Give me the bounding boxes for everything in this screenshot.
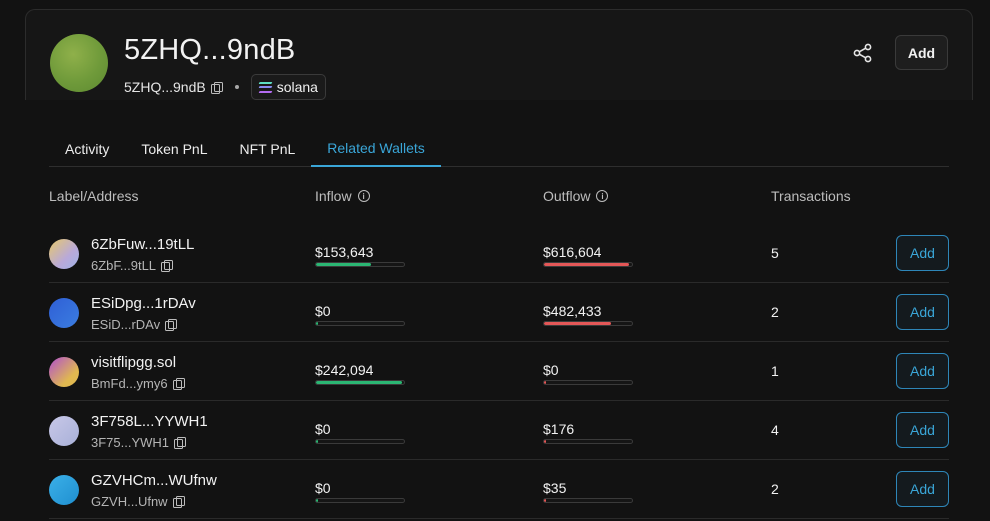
outflow-amount: $482,433: [543, 303, 602, 319]
wallet-short-address-row: 3F75...YWH1: [91, 435, 187, 450]
add-related-wallet-button[interactable]: Add: [896, 412, 949, 448]
inflow-amount: $0: [315, 421, 331, 437]
wallet-avatar: [49, 298, 79, 328]
share-icon[interactable]: [852, 42, 874, 64]
outflow-amount: $35: [543, 480, 567, 496]
table-row[interactable]: ESiDpg...1rDAv ESiD...rDAv $0 $482,433 2…: [49, 283, 949, 342]
inflow-amount: $242,094: [315, 362, 374, 378]
wallet-label[interactable]: GZVHCm...WUfnw: [91, 472, 217, 489]
tab-nft-pnl[interactable]: NFT PnL: [239, 141, 296, 157]
table-row[interactable]: 6ZbFuw...19tLL 6ZbF...9tLL $153,643 $616…: [49, 224, 949, 283]
transaction-count: 1: [771, 363, 779, 379]
separator-dot: [234, 85, 239, 89]
outflow-amount: $0: [543, 362, 559, 378]
transaction-count: 2: [771, 481, 779, 497]
inflow-bar-fill: [316, 440, 318, 443]
column-header-label: Label/Address: [49, 188, 139, 204]
outflow-bar: [543, 321, 633, 326]
outflow-bar: [543, 380, 633, 385]
inflow-bar: [315, 498, 405, 503]
inflow-bar: [315, 321, 405, 326]
add-related-wallet-button[interactable]: Add: [896, 471, 949, 507]
column-inflow-text: Inflow: [315, 188, 352, 204]
wallet-short-address-row: 6ZbF...9tLL: [91, 258, 174, 273]
wallet-short-address-row: BmFd...ymy6: [91, 376, 185, 391]
transaction-count: 5: [771, 245, 779, 261]
wallet-avatar: [50, 34, 108, 92]
add-related-wallet-button[interactable]: Add: [896, 353, 949, 389]
add-related-wallet-button[interactable]: Add: [896, 294, 949, 330]
column-outflow-text: Outflow: [543, 188, 591, 204]
wallet-short-address: BmFd...ymy6: [91, 376, 168, 391]
add-related-wallet-button[interactable]: Add: [896, 235, 949, 271]
inflow-bar: [315, 380, 405, 385]
copy-icon[interactable]: [174, 437, 187, 449]
wallet-label[interactable]: 3F758L...YYWH1: [91, 413, 208, 430]
chain-label: solana: [276, 79, 318, 95]
column-transactions-text: Transactions: [771, 188, 851, 204]
outflow-bar-fill: [544, 440, 546, 443]
wallet-short-address: 5ZHQ...9ndB: [124, 79, 206, 95]
chain-badge: solana: [250, 74, 326, 100]
inflow-amount: $0: [315, 480, 331, 496]
column-label-text: Label/Address: [49, 188, 139, 204]
outflow-bar: [543, 262, 633, 267]
inflow-amount: $153,643: [315, 244, 374, 260]
copy-icon[interactable]: [172, 378, 185, 390]
wallet-label[interactable]: ESiDpg...1rDAv: [91, 295, 196, 312]
inflow-bar: [315, 439, 405, 444]
column-header-outflow: Outflow i: [543, 188, 609, 204]
outflow-bar-fill: [544, 381, 546, 384]
outflow-bar-fill: [544, 322, 611, 325]
wallet-avatar: [49, 475, 79, 505]
wallet-short-address: ESiD...rDAv: [91, 317, 161, 332]
info-icon[interactable]: i: [357, 190, 370, 202]
column-header-inflow: Inflow i: [315, 188, 370, 204]
tab-bar: Activity Token PnL NFT PnL Related Walle…: [49, 131, 949, 167]
outflow-bar: [543, 439, 633, 444]
table-row[interactable]: GZVHCm...WUfnw GZVH...Ufnw $0 $35 2 Add: [49, 460, 949, 519]
inflow-bar-fill: [316, 381, 403, 384]
copy-icon[interactable]: [165, 319, 178, 331]
transaction-count: 2: [771, 304, 779, 320]
wallet-label[interactable]: visitflipgg.sol: [91, 354, 177, 371]
wallet-label[interactable]: 6ZbFuw...19tLL: [91, 236, 195, 253]
table-row[interactable]: 3F758L...YYWH1 3F75...YWH1 $0 $176 4 Add: [49, 401, 949, 460]
tab-activity[interactable]: Activity: [65, 141, 110, 157]
inflow-bar-fill: [316, 263, 371, 266]
inflow-bar: [315, 262, 405, 267]
wallet-subtitle-row: 5ZHQ...9ndB solana: [124, 74, 326, 100]
solana-icon: [258, 81, 273, 93]
wallet-short-address: GZVH...Ufnw: [91, 494, 168, 509]
inflow-bar-fill: [316, 322, 318, 325]
inflow-bar-fill: [316, 499, 318, 502]
copy-icon[interactable]: [210, 81, 223, 94]
transaction-count: 4: [771, 422, 779, 438]
table-row[interactable]: visitflipgg.sol BmFd...ymy6 $242,094 $0 …: [49, 342, 949, 401]
tab-token-pnl[interactable]: Token PnL: [141, 141, 208, 157]
outflow-bar: [543, 498, 633, 503]
wallet-title: 5ZHQ...9ndB: [124, 34, 296, 66]
wallet-short-address: 3F75...YWH1: [91, 435, 170, 450]
column-header-transactions: Transactions: [771, 188, 851, 204]
add-wallet-button[interactable]: Add: [895, 35, 948, 70]
wallet-header-card: [25, 9, 973, 100]
wallet-short-address-row: GZVH...Ufnw: [91, 494, 185, 509]
outflow-bar-fill: [544, 499, 546, 502]
wallet-avatar: [49, 357, 79, 387]
wallet-short-address-row: ESiD...rDAv: [91, 317, 178, 332]
outflow-amount: $176: [543, 421, 575, 437]
wallet-short-address: 6ZbF...9tLL: [91, 258, 157, 273]
outflow-amount: $616,604: [543, 244, 602, 260]
outflow-bar-fill: [544, 263, 630, 266]
info-icon[interactable]: i: [596, 190, 609, 202]
wallet-avatar: [49, 239, 79, 269]
copy-icon[interactable]: [172, 496, 185, 508]
copy-icon[interactable]: [161, 260, 174, 272]
wallet-avatar: [49, 416, 79, 446]
inflow-amount: $0: [315, 303, 331, 319]
tab-related-wallets[interactable]: Related Wallets: [311, 131, 441, 167]
